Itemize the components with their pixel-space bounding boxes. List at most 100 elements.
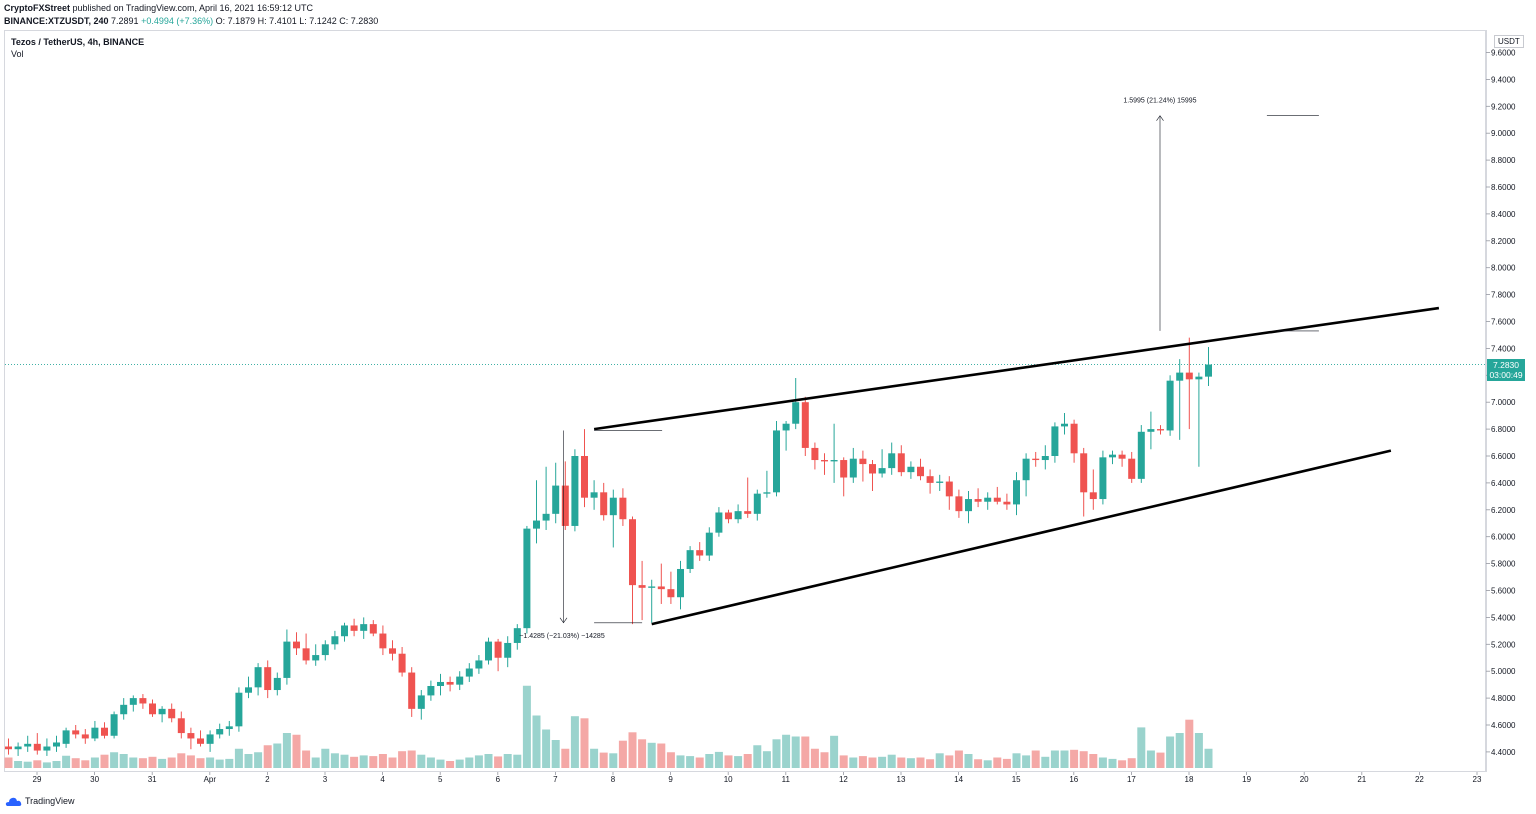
volume-bar (686, 756, 695, 768)
volume-bar (897, 757, 906, 768)
volume-bar (791, 736, 800, 768)
lower-channel-line (651, 449, 1392, 626)
candle-body (408, 672, 416, 709)
candle-body (350, 625, 358, 631)
candle-body (571, 456, 579, 526)
time-tick-label: 30 (90, 775, 99, 784)
candle-body (1195, 376, 1203, 380)
volume-bar (887, 754, 896, 768)
volume-bar (321, 748, 330, 768)
volume-bar (935, 753, 944, 768)
volume-bar (657, 743, 666, 768)
volume-bar (417, 754, 426, 768)
candle-body (648, 586, 656, 588)
candle-body (1109, 454, 1116, 458)
candle-body (1080, 453, 1088, 493)
time-tick-label: 16 (1069, 775, 1078, 784)
volume-bar (839, 755, 848, 768)
candle-body (561, 485, 569, 526)
volume-bar (1050, 750, 1059, 768)
candle-body (638, 585, 646, 588)
volume-bar (273, 743, 282, 768)
price-tick-label: 5.4000 (1491, 613, 1516, 622)
candle-body (197, 738, 204, 744)
price-tick-label: 6.6000 (1491, 452, 1516, 461)
candle-body (686, 550, 694, 569)
volume-bar (666, 752, 675, 768)
volume-bar (158, 758, 167, 768)
candle-body (120, 704, 128, 715)
candle-body (254, 667, 262, 688)
candle-body (62, 730, 70, 744)
volume-bar (705, 754, 714, 768)
time-tick-label: 29 (33, 775, 42, 784)
volume-bar (954, 750, 963, 768)
candle-body (72, 730, 80, 735)
candle-body (5, 746, 12, 750)
volume-bar (1070, 749, 1079, 768)
candle-body (14, 746, 22, 750)
price-tick-label: 8.6000 (1491, 183, 1516, 192)
ohlc-values: O: 7.1879 H: 7.4101 L: 7.1242 C: 7.2830 (215, 16, 379, 26)
volume-bar (436, 759, 445, 768)
volume-bar (983, 760, 992, 768)
volume-bar (743, 754, 752, 768)
candle-body (984, 497, 992, 502)
candle-body (475, 660, 483, 669)
symbol-label: BINANCE:XTZUSDT, 240 (4, 16, 109, 26)
candle-body (974, 499, 982, 502)
chart-legend: Tezos / TetherUS, 4h, BINANCE Vol (11, 36, 144, 60)
volume-bar (340, 754, 349, 768)
candle-body (753, 493, 761, 514)
candle-body (830, 460, 838, 462)
volume-bar (455, 759, 464, 768)
candle-body (158, 708, 166, 715)
volume-bar (830, 735, 839, 768)
time-tick-label: 11 (782, 775, 791, 784)
volume-bar (926, 759, 935, 768)
candle-body (129, 698, 137, 705)
volume-bar (810, 748, 819, 768)
volume-bar (734, 756, 743, 768)
candle-body (725, 512, 732, 520)
candle-body (542, 513, 550, 521)
candle-body (110, 714, 118, 736)
volume-bar (993, 757, 1002, 768)
candle-body (600, 492, 608, 516)
volume-bar (724, 755, 733, 768)
candle-body (312, 655, 320, 661)
volume-bar (426, 757, 435, 768)
publisher-name[interactable]: CryptoFXStreet (4, 3, 71, 13)
candle-body (53, 742, 60, 747)
volume-bar (916, 757, 925, 768)
candle-body (485, 641, 492, 661)
candle-body (1118, 454, 1126, 459)
time-tick-label: 20 (1300, 775, 1309, 784)
volume-bar (148, 756, 157, 768)
candle-body (360, 624, 368, 631)
volume-bar (945, 755, 954, 768)
footer-brand[interactable]: TradingView (25, 796, 75, 806)
volume-bar (71, 758, 80, 768)
volume-bar (1204, 748, 1213, 768)
volume-bar (14, 761, 23, 768)
volume-bar (1156, 752, 1165, 768)
price-tick-label: 9.2000 (1491, 102, 1516, 111)
volume-bar (753, 745, 762, 768)
candle-body (1061, 423, 1068, 427)
candle-body (705, 532, 713, 556)
candle-body (1205, 364, 1212, 377)
volume-bar (1175, 733, 1184, 768)
volume-bar (638, 739, 647, 768)
candle-body (888, 453, 896, 469)
volume-bar (782, 734, 791, 768)
candle-body (225, 726, 233, 730)
volume-bar (551, 740, 560, 768)
last-price: 7.2891 (111, 16, 139, 26)
volume-bar (762, 751, 771, 768)
volume-bar (1146, 750, 1155, 768)
drawings-layer: −1.4285 (−21.03%) −14285 1.5995 (21.24%) … (5, 98, 1487, 640)
currency-unit[interactable]: USDT (1494, 35, 1524, 48)
candle-body (1176, 372, 1184, 381)
